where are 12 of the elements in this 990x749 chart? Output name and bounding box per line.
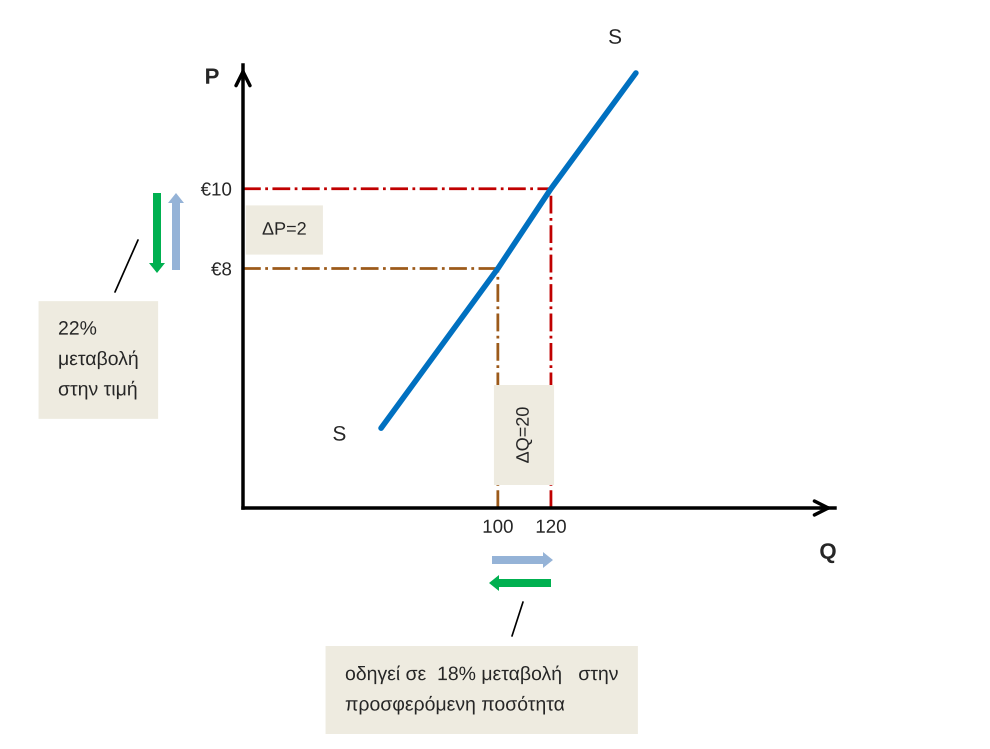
y-tick-label: €8: [211, 262, 232, 276]
y-axis-title: P: [206, 68, 219, 84]
annotation: S: [609, 29, 622, 44]
x-tick-label: 120: [536, 520, 566, 533]
annotation: S: [333, 426, 346, 441]
text: οδηγεί σε 18% μεταβολή στην προσφερόμενη ποσότητα: [346, 665, 618, 715]
x-tick-label: 100: [484, 520, 513, 533]
x-axis-title: Q: [820, 543, 836, 564]
y-tick-label: €10: [200, 182, 232, 196]
annotation: ΔQ=20: [516, 407, 532, 463]
annotation: ΔP=2: [262, 222, 306, 235]
text: 22% μεταβολή στην τιμή: [58, 321, 138, 400]
